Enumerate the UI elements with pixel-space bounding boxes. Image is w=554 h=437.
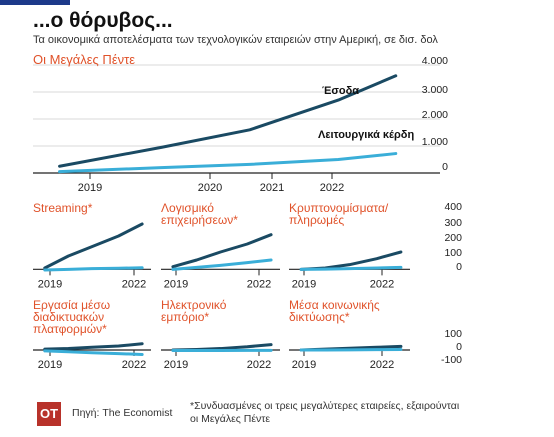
series-line-1 <box>171 258 273 271</box>
chart-title-line: επιχειρήσεων* <box>161 213 238 227</box>
top-accent-bar <box>0 0 70 5</box>
y-tick-label: 4.000 <box>422 55 448 67</box>
y-tick-label: 100 <box>444 247 462 259</box>
y-tick-label: 300 <box>444 217 462 229</box>
x-tick-label: 2022 <box>247 359 271 371</box>
chart-panel-3 <box>289 250 410 276</box>
y-tick-label: 0 <box>442 161 448 173</box>
x-tick-label: 2022 <box>370 278 394 290</box>
x-tick-label: 2022 <box>122 359 146 371</box>
x-tick-label: 2019 <box>38 278 62 290</box>
x-tick-label: 2021 <box>260 182 284 194</box>
page-title: ...ο θόρυβος... <box>33 9 173 32</box>
chart-panel-4 <box>33 342 151 356</box>
y-tick-label: 200 <box>444 232 462 244</box>
series-line-1 <box>43 349 144 356</box>
chart-title-line: εμπόριο* <box>161 310 209 324</box>
series-line-1 <box>299 347 403 352</box>
series-label: Έσοδα <box>322 85 359 97</box>
y-tick-label: 0 <box>456 341 462 353</box>
y-tick-label: 1.000 <box>422 136 448 148</box>
x-tick-label: 2019 <box>164 278 188 290</box>
chart-title-line: Ηλεκτρονικό <box>161 298 227 312</box>
source-note: Πηγή: The Economist <box>72 407 173 419</box>
x-tick-label: 2022 <box>320 182 344 194</box>
footnote: *Συνδυασμένες οι τρεις μεγαλύτερες εταιρ… <box>190 400 460 425</box>
x-tick-label: 2019 <box>292 278 316 290</box>
series-line-1 <box>58 152 398 174</box>
y-tick-label: 0 <box>456 261 462 273</box>
chart-panel-6 <box>289 344 410 356</box>
y-tick-label: 100 <box>444 328 462 340</box>
chart-title-line: δικτύωσης* <box>289 310 350 324</box>
chart-panel-2 <box>161 233 280 276</box>
x-tick-label: 2020 <box>198 182 222 194</box>
chart-title-line: διαδικτυακών <box>33 310 104 324</box>
y-tick-label: -100 <box>441 354 462 366</box>
x-tick-label: 2022 <box>370 359 394 371</box>
publisher-logo: OT <box>37 402 61 426</box>
x-tick-label: 2019 <box>78 182 102 194</box>
x-tick-label: 2022 <box>247 278 271 290</box>
y-tick-label: 2.000 <box>422 109 448 121</box>
series-label: Λειτουργικά κέρδη <box>318 129 414 141</box>
page-subtitle: Τα οικονομικά αποτελέσματα των τεχνολογι… <box>33 34 438 46</box>
x-tick-label: 2019 <box>38 359 62 371</box>
chart-title-line: Εργασία μέσω <box>33 298 110 312</box>
x-tick-label: 2022 <box>122 278 146 290</box>
x-tick-label: 2019 <box>164 359 188 371</box>
y-tick-label: 400 <box>444 201 462 213</box>
chart-panel-5 <box>161 343 280 356</box>
series-line-0 <box>58 74 398 168</box>
series-line-0 <box>43 222 144 270</box>
series-line-1 <box>299 265 403 271</box>
x-tick-label: 2019 <box>292 359 316 371</box>
chart-panel-0 <box>33 64 440 179</box>
chart-title-line: Μέσα κοινωνικής <box>289 298 380 312</box>
chart-panel-1 <box>33 222 151 276</box>
chart-title-line: πληρωμές <box>289 213 344 227</box>
series-line-0 <box>171 233 273 269</box>
chart-title: Οι Μεγάλες Πέντε <box>33 52 135 67</box>
chart-title-line: Λογισμικό <box>161 201 214 215</box>
chart-title-line: Κρυπτονομίσματα/ <box>289 201 389 215</box>
y-tick-label: 3.000 <box>422 84 448 96</box>
series-line-0 <box>43 342 144 351</box>
chart-title-line: Streaming* <box>33 201 93 215</box>
series-line-1 <box>43 266 144 272</box>
chart-title-line: πλατφορμών* <box>33 322 107 336</box>
